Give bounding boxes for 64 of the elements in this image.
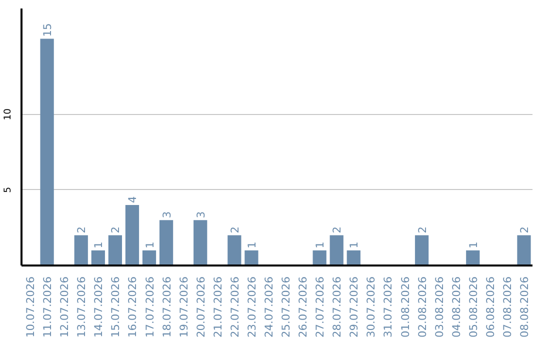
data-label: 3 [194, 211, 208, 218]
x-tick-label: 10.07.2026 [24, 276, 38, 338]
bar [159, 220, 174, 266]
bar [244, 250, 258, 266]
x-tick-label: 29.07.2026 [348, 276, 361, 338]
x-tick-label: 07.08.2026 [500, 276, 514, 338]
x-tick-label: 11.07.2026 [41, 276, 54, 338]
bar [40, 38, 54, 266]
y-tick-label: 5 [2, 186, 14, 193]
x-tick-label: 24.07.2026 [262, 276, 276, 338]
data-label: 2 [75, 226, 88, 234]
x-tick-label: 21.07.2026 [211, 276, 224, 338]
x-tick-label: 06.08.2026 [484, 276, 497, 338]
x-tick-label: 14.07.2026 [92, 276, 106, 338]
x-tick-label: 17.07.2026 [143, 276, 156, 338]
bar [517, 235, 531, 266]
data-label: 1 [466, 242, 480, 248]
x-tick-label: 26.07.2026 [296, 276, 310, 338]
data-label: 3 [160, 211, 174, 218]
bar [108, 235, 122, 266]
data-label: 4 [126, 196, 140, 204]
bar [194, 220, 208, 266]
x-tick-label: 18.07.2026 [160, 276, 174, 338]
data-label: 1 [92, 242, 106, 248]
x-tick-label: 13.07.2026 [75, 276, 88, 338]
x-tick-label: 04.08.2026 [450, 276, 463, 338]
data-label: 2 [518, 226, 531, 234]
bar [125, 205, 140, 266]
data-label: 1 [314, 242, 327, 248]
x-tick-label: 08.08.2026 [518, 276, 531, 338]
x-tick-label: 16.07.2026 [126, 276, 140, 338]
x-tick-label: 12.07.2026 [58, 276, 72, 338]
x-tick-label: 19.07.2026 [177, 276, 190, 338]
data-label: 1 [348, 242, 361, 248]
x-tick-label: 22.07.2026 [228, 276, 242, 338]
x-tick-label: 15.07.2026 [109, 276, 122, 338]
data-label: 1 [143, 242, 156, 248]
data-label: 2 [416, 226, 429, 234]
bar [414, 235, 429, 266]
x-tick-label: 01.08.2026 [398, 276, 412, 338]
x-tick-label: 30.07.2026 [364, 276, 378, 338]
x-tick-label: 03.08.2026 [432, 276, 446, 338]
bar [91, 250, 105, 266]
bar [346, 250, 360, 266]
x-tick-label: 31.07.2026 [382, 276, 395, 338]
bar [228, 235, 242, 266]
bar [466, 250, 480, 266]
bar [74, 235, 88, 266]
data-label: 2 [109, 226, 122, 234]
bar [330, 235, 344, 266]
data-label: 1 [245, 242, 258, 248]
data-label: 15 [41, 23, 54, 37]
x-tick-label: 02.08.2026 [416, 276, 429, 338]
x-tick-label: 05.08.2026 [466, 276, 480, 338]
bar [142, 250, 156, 266]
y-tick-label: 10 [2, 108, 14, 120]
x-tick-label: 20.07.2026 [194, 276, 208, 338]
bar [312, 250, 326, 266]
data-label: 2 [228, 226, 242, 234]
x-tick-label: 27.07.2026 [314, 276, 327, 338]
data-label: 2 [330, 226, 344, 234]
x-tick-label: 25.07.2026 [280, 276, 293, 338]
x-tick-label: 23.07.2026 [245, 276, 258, 338]
x-tick-label: 28.07.2026 [330, 276, 344, 338]
